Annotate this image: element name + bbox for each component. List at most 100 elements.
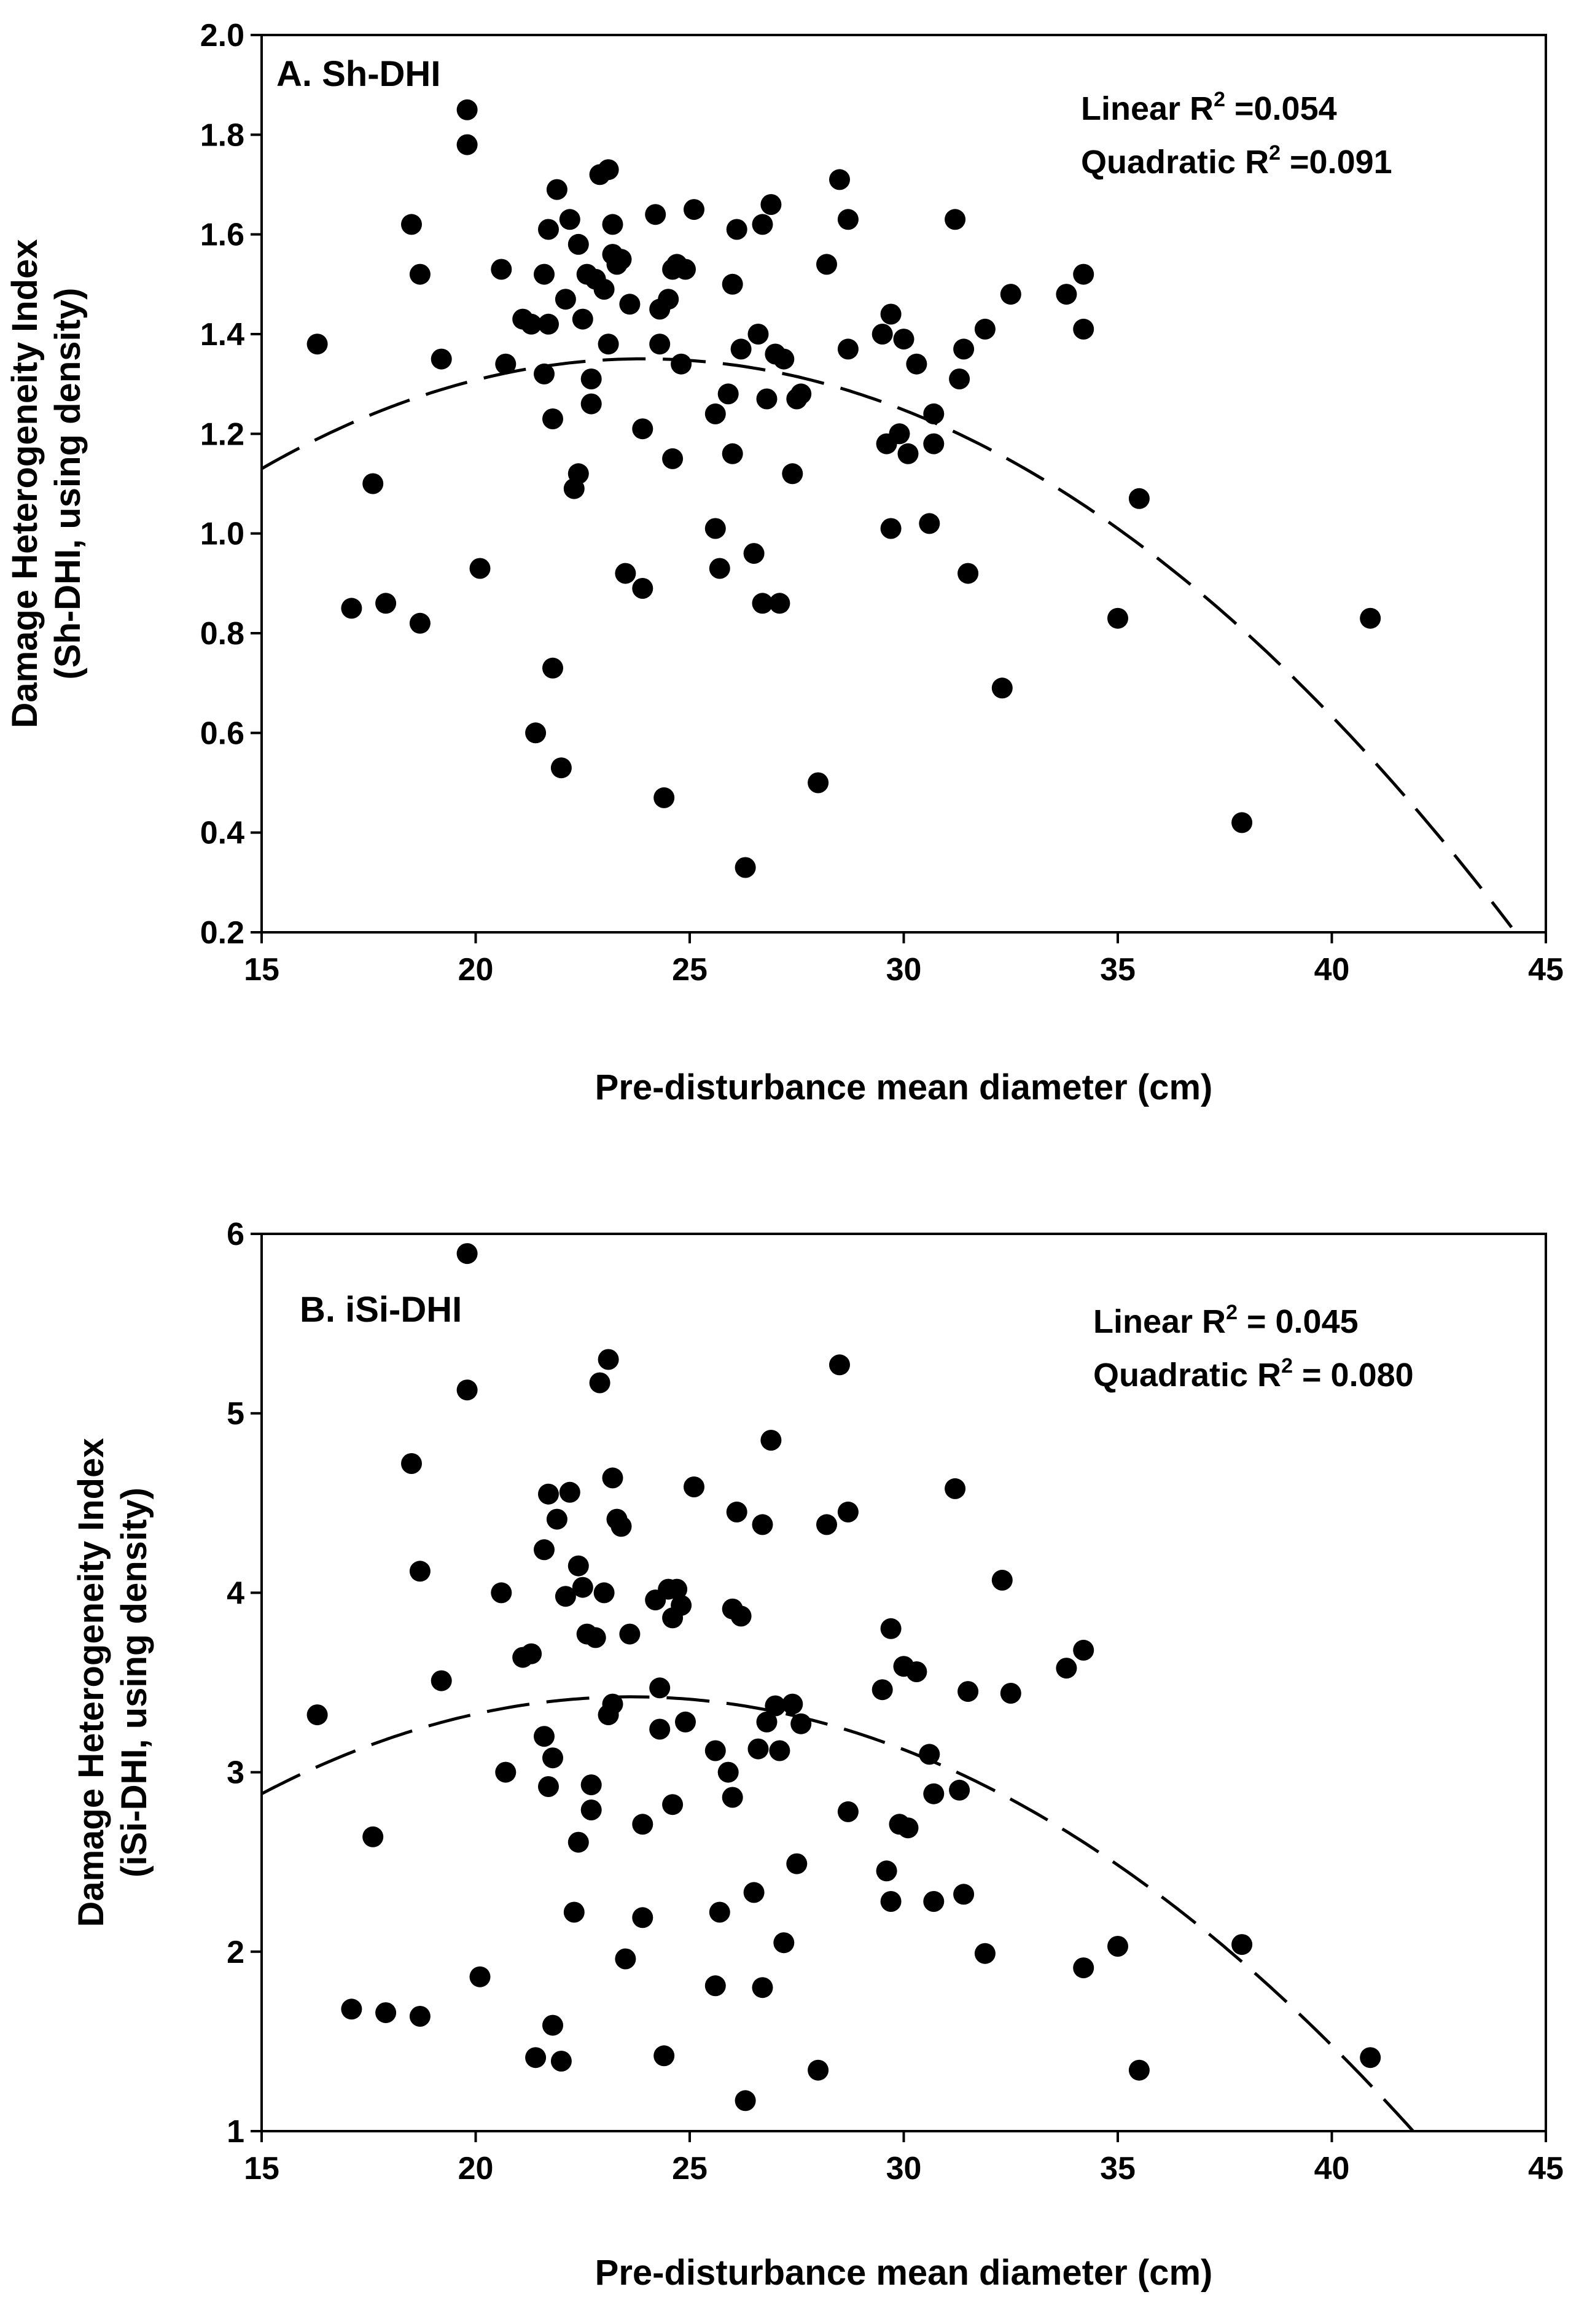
r-squared-annotation: Quadratic R2 =0.091 (1081, 141, 1392, 181)
data-point (619, 1623, 641, 1645)
data-point (876, 1860, 897, 1882)
data-point (991, 677, 1013, 699)
data-point (871, 324, 893, 345)
data-point (752, 1514, 773, 1535)
data-point (645, 204, 666, 225)
data-point (752, 214, 773, 235)
x-tick-label: 20 (458, 2151, 494, 2186)
data-point (491, 1582, 512, 1604)
data-point (765, 1695, 786, 1717)
data-point (602, 1693, 623, 1715)
data-point (760, 1430, 782, 1451)
x-tick-label: 35 (1100, 952, 1136, 988)
x-tick-label: 30 (886, 952, 922, 988)
data-point (953, 338, 975, 360)
data-point (550, 2051, 572, 2072)
r-squared-value: = 0.045 (1238, 1303, 1359, 1340)
data-point (521, 313, 542, 335)
data-point (341, 1998, 362, 2020)
data-point (602, 214, 623, 235)
data-point (782, 463, 803, 485)
data-point (769, 1740, 790, 1761)
data-point (1073, 1639, 1094, 1661)
data-point (704, 1740, 726, 1761)
data-point (542, 657, 563, 679)
data-point (919, 1744, 940, 1765)
y-tick-label: 1.8 (200, 117, 244, 153)
data-point (743, 543, 765, 564)
data-point (1128, 488, 1150, 509)
data-point (889, 423, 910, 445)
data-point (580, 393, 602, 415)
data-point (456, 1243, 478, 1265)
r-squared-superscript: 2 (1269, 141, 1281, 165)
data-point (431, 348, 452, 370)
data-point (675, 1711, 696, 1733)
data-point (923, 1783, 945, 1804)
data-point (559, 1481, 580, 1503)
data-point (829, 169, 850, 190)
data-point (871, 1679, 893, 1701)
data-point (735, 2090, 756, 2111)
data-point (717, 383, 739, 405)
data-point (1107, 1936, 1128, 1957)
data-point (649, 333, 671, 355)
data-point (538, 313, 559, 335)
data-point (684, 199, 704, 220)
data-point (375, 593, 397, 614)
data-point (598, 333, 619, 355)
data-point (615, 563, 636, 584)
data-point (893, 329, 914, 350)
data-point (974, 318, 996, 340)
data-point (469, 558, 491, 579)
data-point (1056, 1658, 1077, 1679)
y-tick-label: 3 (227, 1755, 244, 1791)
data-point (409, 263, 431, 285)
y-tick-label: 1.0 (200, 517, 244, 552)
data-point (585, 1627, 606, 1648)
data-point (653, 787, 675, 808)
y-tick-label: 1 (227, 2114, 244, 2150)
data-point (1000, 284, 1021, 305)
data-point (534, 263, 555, 285)
data-point (709, 1901, 730, 1923)
r-squared-superscript: 2 (1281, 1354, 1293, 1378)
data-point (401, 1453, 422, 1474)
data-point (722, 443, 743, 464)
data-point (602, 1467, 623, 1489)
r-squared-annotation: Quadratic R2 = 0.080 (1093, 1354, 1414, 1394)
data-point (534, 1726, 555, 1747)
data-point (525, 722, 547, 744)
data-point (1231, 812, 1253, 833)
y-axis-title-line2: (iSi-DHI, using density) (114, 1488, 154, 1878)
data-point (945, 209, 966, 230)
data-point (662, 448, 684, 469)
data-point (790, 1713, 812, 1734)
data-point (610, 1516, 632, 1537)
r-squared-label: Linear R (1081, 90, 1214, 127)
data-point (906, 353, 927, 375)
data-point (610, 249, 632, 270)
y-tick-label: 0.2 (200, 915, 244, 951)
data-point (730, 338, 752, 360)
x-tick-label: 45 (1528, 952, 1564, 988)
data-point (580, 1774, 602, 1796)
y-tick-label: 1.4 (200, 317, 244, 353)
x-axis-title: Pre-disturbance mean diameter (cm) (595, 2253, 1213, 2293)
quadratic-fit-curve (260, 1695, 1414, 2132)
data-point (671, 353, 692, 375)
data-point (649, 1677, 671, 1699)
data-point (957, 563, 979, 584)
data-point (572, 308, 593, 330)
y-tick-label: 6 (227, 1217, 244, 1252)
data-point (816, 254, 837, 275)
data-point (829, 1354, 850, 1376)
data-point (949, 1779, 970, 1801)
data-point (593, 279, 615, 300)
data-point (491, 259, 512, 280)
data-point (495, 1761, 517, 1783)
data-point (808, 2059, 829, 2081)
data-point (704, 403, 726, 424)
data-point (1107, 607, 1128, 629)
